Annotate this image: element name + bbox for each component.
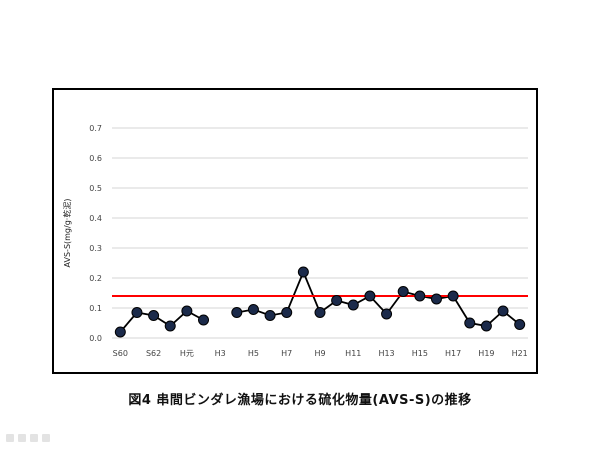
x-tick-label: H21	[512, 349, 528, 358]
data-point	[231, 307, 243, 318]
data-point	[198, 314, 210, 326]
chart-frame: 0.0 0.1 0.2 0.3 0.4 0.5 0.6 0.7 S60 S62 H元 H3 H5 H7 H9…	[52, 88, 538, 374]
y-tick-label: 0.2	[89, 274, 102, 283]
data-point	[331, 295, 343, 306]
x-tick-label: H13	[378, 349, 394, 358]
prev-slide-icon[interactable]	[6, 434, 14, 442]
x-tick-label: H17	[445, 349, 461, 358]
x-tick-label: H15	[412, 349, 428, 358]
y-tick-label: 0.5	[89, 184, 102, 193]
next-slide-icon[interactable]	[18, 434, 26, 442]
data-point	[347, 299, 359, 311]
y-axis-title: AVS-S(mg/g·乾泥)	[62, 199, 72, 268]
data-point	[480, 320, 492, 332]
x-tick-label: H元	[180, 349, 194, 358]
y-tick-label: 0.6	[89, 154, 102, 163]
y-tick-label: 0.7	[89, 124, 102, 133]
data-point	[131, 307, 143, 318]
x-tick-label: S62	[146, 349, 161, 358]
data-point	[364, 290, 376, 302]
data-point	[430, 293, 442, 305]
x-tick-label: H3	[215, 349, 226, 358]
y-tick-label: 0.3	[89, 244, 102, 253]
x-tick-label: H9	[314, 349, 325, 358]
data-point	[497, 305, 509, 317]
data-point	[264, 310, 276, 321]
y-tick-label: 0.0	[89, 334, 102, 343]
data-point	[297, 266, 309, 278]
data-point	[414, 290, 426, 302]
data-point	[464, 317, 476, 329]
x-tick-label: H5	[248, 349, 259, 358]
y-tick-label: 0.1	[89, 304, 102, 313]
data-point	[164, 320, 176, 332]
data-point	[247, 304, 259, 315]
menu-icon[interactable]	[42, 434, 50, 442]
data-point	[114, 326, 126, 338]
series-line-segment	[236, 269, 521, 327]
pen-icon[interactable]	[30, 434, 38, 442]
data-point	[281, 307, 293, 318]
x-tick-label: H19	[478, 349, 494, 358]
data-point	[181, 305, 193, 317]
data-point	[397, 286, 409, 297]
line-chart: 0.0 0.1 0.2 0.3 0.4 0.5 0.6 0.7 S60 S62 H元 H3 H5 H7 H9…	[62, 124, 528, 358]
x-tick-label: S60	[113, 349, 128, 358]
x-tick-label: H11	[345, 349, 361, 358]
data-point	[447, 290, 459, 302]
y-tick-label: 0.4	[89, 214, 102, 223]
data-point	[314, 307, 326, 318]
slide-navigation-controls[interactable]	[6, 434, 50, 442]
figure-caption: 図4 串間ビンダレ漁場における硫化物量(AVS-S)の推移	[128, 393, 472, 408]
data-point	[381, 308, 393, 320]
x-tick-label: H7	[281, 349, 292, 358]
data-point	[148, 310, 160, 321]
data-point	[514, 319, 526, 330]
